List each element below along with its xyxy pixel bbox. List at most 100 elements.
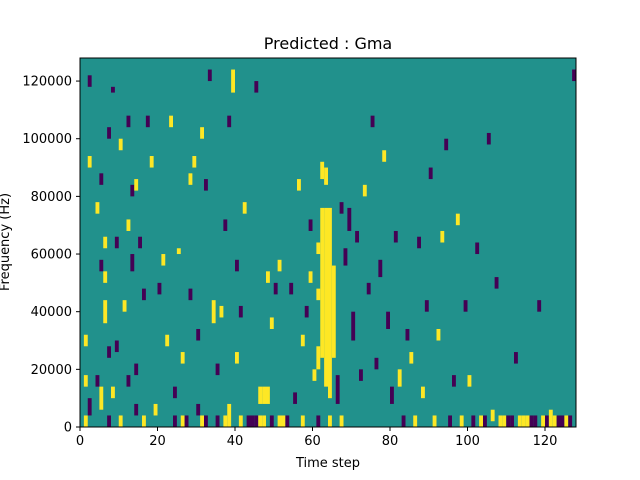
heatmap-cell (471, 415, 476, 427)
heatmap-cell (417, 236, 421, 249)
heatmap-cell (204, 179, 208, 191)
heatmap-cell (533, 415, 538, 427)
heatmap-cell (173, 415, 177, 427)
heatmap-cell (428, 167, 433, 180)
heatmap-cell (362, 184, 367, 197)
heatmap-cell (107, 415, 111, 427)
heatmap-cell (118, 138, 123, 151)
heatmap-cell (95, 202, 100, 214)
heatmap-cell (517, 415, 522, 427)
heatmap-cell (188, 288, 193, 301)
heatmap-cell (378, 259, 383, 278)
heatmap-cell (118, 415, 123, 427)
heatmap-cell (397, 369, 402, 387)
heatmap-cell (169, 115, 173, 128)
heatmap-cell (200, 415, 204, 427)
heatmap-cell (514, 352, 518, 364)
heatmap-cell (459, 415, 464, 427)
heatmap-cell (250, 415, 255, 427)
heatmap-cell (161, 254, 166, 266)
heatmap-cell (490, 409, 495, 422)
heatmap-cell (293, 392, 297, 404)
heatmap-cell (258, 386, 263, 404)
heatmap-cell (223, 219, 228, 231)
heatmap-cell (320, 161, 325, 180)
heatmap-cell (103, 271, 108, 283)
heatmap-cell (359, 369, 363, 381)
heatmap-cell (207, 69, 212, 82)
heatmap-cell (238, 415, 243, 427)
y-tick-label: 0 (64, 421, 72, 436)
heatmap-cell (269, 415, 274, 427)
heatmap-cell (421, 386, 425, 399)
heatmap-cell (409, 352, 414, 364)
heatmap-cell (285, 415, 290, 427)
y-tick-label: 20000 (31, 363, 72, 378)
heatmap-cell (262, 386, 266, 404)
heatmap-cell (568, 415, 573, 427)
x-tick-label: 40 (227, 434, 244, 449)
heatmap-cell (300, 415, 305, 427)
heatmap-cell (180, 352, 185, 364)
y-tick-label: 60000 (31, 248, 72, 263)
heatmap-cell (552, 415, 557, 427)
heatmap-cell (386, 311, 390, 329)
heatmap-cell (254, 81, 259, 93)
heatmap-cell (324, 167, 328, 185)
heatmap-cell (215, 415, 220, 427)
heatmap-cell (335, 375, 340, 404)
heatmap-cell (351, 311, 356, 341)
plot-frame (79, 57, 577, 428)
heatmap-cell (273, 282, 278, 295)
heatmap-cell (157, 282, 162, 295)
heatmap-cell (308, 271, 313, 283)
heatmap-cell (99, 386, 104, 410)
heatmap-cell (560, 415, 565, 427)
heatmap-cell (103, 236, 108, 249)
heatmap-cell (281, 415, 286, 427)
heatmap-cell (498, 415, 503, 427)
heatmap-cell (537, 300, 542, 312)
heatmap-cell (227, 403, 232, 427)
y-tick-label: 40000 (31, 305, 72, 320)
heatmap-cell (219, 305, 224, 318)
plot-area (80, 58, 576, 427)
heatmap-cell (324, 207, 328, 387)
heatmap-cell (238, 305, 243, 318)
heatmap-cell (153, 403, 158, 416)
heatmap-cell (95, 375, 100, 387)
heatmap-cell (316, 242, 321, 255)
chart-title: Predicted : Gma (264, 34, 392, 53)
heatmap-cell (130, 254, 135, 272)
heatmap-cell (440, 230, 445, 243)
heatmap-cell (316, 288, 321, 301)
heatmap-cell (83, 375, 88, 387)
heatmap-cell (312, 369, 317, 381)
heatmap-cell (444, 138, 449, 151)
heatmap-cell (99, 173, 104, 185)
heatmap-cell (339, 202, 344, 214)
y-axis: 0 20000 40000 60000 80000 100000 120000 (22, 75, 80, 436)
heatmap-cell (401, 415, 406, 427)
heatmap-cell (374, 357, 379, 370)
heatmap-cell (130, 184, 135, 197)
heatmap-cell (196, 403, 201, 416)
heatmap-cell (173, 386, 177, 399)
heatmap-cell (413, 415, 418, 427)
heatmap-cell (107, 346, 111, 358)
y-tick-label: 120000 (22, 75, 72, 90)
heatmap-cell (87, 75, 92, 87)
heatmap-cell (502, 415, 507, 427)
heatmap-cell (331, 265, 336, 358)
heatmap-cell (138, 236, 142, 249)
heatmap-cell (455, 213, 460, 226)
heatmap-cell (541, 415, 545, 427)
heatmap-cell (432, 415, 437, 427)
heatmap-cell (370, 115, 375, 128)
heatmap-cell (142, 415, 146, 427)
heatmap-cell (254, 415, 259, 427)
heatmap-cell (289, 282, 294, 295)
heatmap-cell (111, 86, 115, 93)
heatmap-cell (180, 415, 185, 427)
y-tick-label: 80000 (31, 190, 72, 205)
